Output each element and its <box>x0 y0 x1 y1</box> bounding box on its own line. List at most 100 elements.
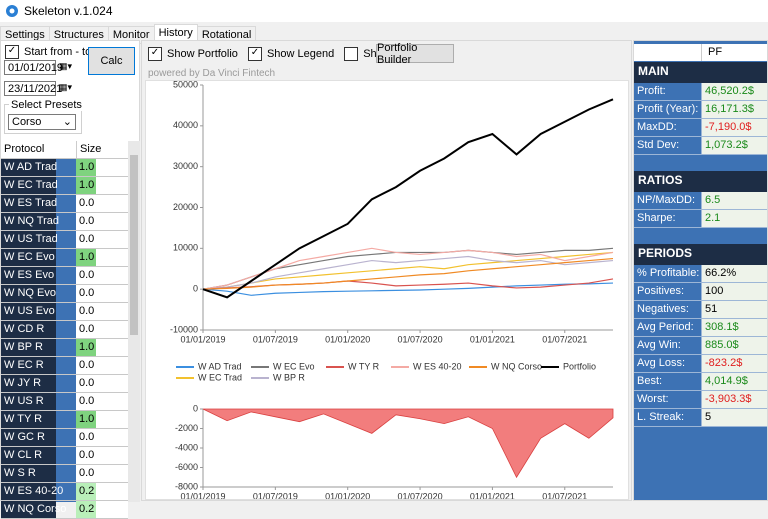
stat-label: Avg Period: <box>634 319 701 336</box>
protocol-row[interactable]: W EC Evo 1.0 <box>1 249 128 267</box>
protocol-name: W US R <box>1 393 56 410</box>
calc-button[interactable]: Calc <box>88 47 135 75</box>
stat-label: Avg Loss: <box>634 355 701 372</box>
protocol-blank <box>96 195 128 212</box>
protocol-size: 0.2 <box>76 483 96 500</box>
portfolio-builder-button[interactable]: Portfolio Builder <box>376 42 454 66</box>
option-checkbox[interactable]: ✓ Show Legend <box>247 47 335 61</box>
checkbox[interactable] <box>344 47 359 61</box>
date-picker[interactable]: ▦▾ <box>59 82 73 92</box>
protocol-row[interactable]: W NQ Trad 0.0 <box>1 213 128 231</box>
protocol-size: 1.0 <box>76 411 96 428</box>
stat-row: Avg Period: 308.1$ <box>634 319 767 337</box>
x-tick-label: 01/01/2019 <box>180 334 225 344</box>
protocol-row[interactable]: W US Trad 0.0 <box>1 231 128 249</box>
option-label: Show Portfolio <box>167 47 238 60</box>
protocol-name: W AD Trad <box>1 159 57 176</box>
protocol-size: 0.0 <box>76 447 96 464</box>
protocol-size: 0.0 <box>76 285 96 302</box>
preset-select[interactable]: Corso ⌄ <box>8 114 76 130</box>
stat-value: -3,903.3$ <box>701 391 767 408</box>
protocol-row[interactable]: W CL R 0.0 <box>1 447 128 465</box>
preset-value: Corso <box>12 116 42 128</box>
y-tick-label: -4000 <box>175 442 198 452</box>
protocol-size: 0.0 <box>76 321 96 338</box>
protocol-row[interactable]: W BP R 1.0 <box>1 339 128 357</box>
charts: -10000 0 10000 20000 30000 40000 50000 01/01/20… <box>145 80 629 500</box>
protocol-name: W TY R <box>1 411 56 428</box>
series-line <box>202 257 614 290</box>
stat-label: % Profitable: <box>634 265 701 282</box>
stat-row: MaxDD: -7,190.0$ <box>634 119 767 137</box>
legend-label: W EC Evo <box>273 361 315 371</box>
protocol-row[interactable]: W EC Trad 1.0 <box>1 177 128 195</box>
protocol-row[interactable]: W ES Trad 0.0 <box>1 195 128 213</box>
protocol-blank <box>96 429 128 446</box>
protocol-row[interactable]: W US Evo 0.0 <box>1 303 128 321</box>
protocol-row[interactable]: W S R 0.0 <box>1 465 128 483</box>
protocol-name: W GC R <box>1 429 56 446</box>
stat-row: L. Streak: 5 <box>634 409 767 427</box>
protocol-name: W NQ Trad <box>1 213 59 230</box>
stat-value: -823.2$ <box>701 355 767 372</box>
right-panel: PF MAIN Profit: 46,520.2$ Profit (Year): 16,… <box>633 40 768 501</box>
protocol-blank <box>96 177 128 194</box>
y-tick-label: 50000 <box>173 80 198 89</box>
protocol-size: 1.0 <box>76 249 96 266</box>
protocol-row[interactable]: W NQ Corso 0.2 <box>1 501 128 519</box>
protocol-name: W S R <box>1 465 56 482</box>
stat-label: Avg Win: <box>634 337 701 354</box>
stat-value: 66.2% <box>701 265 767 282</box>
stat-row: NP/MaxDD: 6.5 <box>634 192 767 210</box>
x-tick-label: 01/07/2020 <box>398 491 443 500</box>
protocol-blank <box>96 501 128 518</box>
protocol-row[interactable]: W AD Trad 1.0 <box>1 159 128 177</box>
protocol-blank <box>96 231 128 248</box>
scrollbar[interactable] <box>128 141 140 502</box>
protocol-blank <box>96 339 128 356</box>
x-tick-label: 01/07/2021 <box>542 334 587 344</box>
section-title: MAIN <box>634 62 767 83</box>
checkbox[interactable]: ✓ <box>247 47 262 61</box>
series-line <box>202 251 614 290</box>
stat-label: Negatives: <box>634 301 701 318</box>
date-picker[interactable]: ▦▾ <box>59 61 73 71</box>
stat-row: Positives: 100 <box>634 283 767 301</box>
column-header: Size <box>76 141 128 158</box>
checkbox[interactable]: ✓ <box>148 47 162 61</box>
stat-label: Worst: <box>634 391 701 408</box>
x-tick-label: 01/07/2019 <box>253 334 298 344</box>
protocol-row[interactable]: W EC R 0.0 <box>1 357 128 375</box>
protocol-name: W CD R <box>1 321 56 338</box>
x-tick-label: 01/07/2021 <box>542 491 587 500</box>
stat-label: Sharpe: <box>634 210 701 227</box>
protocol-row[interactable]: W NQ Evo 0.0 <box>1 285 128 303</box>
option-label: Show Legend <box>266 47 335 60</box>
y-tick-label: -8000 <box>175 481 198 491</box>
protocol-size: 0.0 <box>76 213 96 230</box>
protocol-row[interactable]: W ES Evo 0.0 <box>1 267 128 285</box>
option-checkbox[interactable]: ✓ Show Portfolio <box>148 47 238 61</box>
legend-label: W ES 40-20 <box>413 361 462 371</box>
protocol-row[interactable]: W CD R 0.0 <box>1 321 128 339</box>
app-icon <box>6 5 18 17</box>
date-from[interactable]: 01/01/2019 <box>4 60 63 75</box>
date-to[interactable]: 23/11/2021 <box>4 81 62 96</box>
protocol-name: W CL R <box>1 447 56 464</box>
legend-label: W AD Trad <box>198 361 242 371</box>
stat-row: Profit: 46,520.2$ <box>634 83 767 101</box>
start-checkbox[interactable]: ✓ Start from - to: <box>5 45 94 59</box>
center-panel: ✓Show Portfolio✓Show LegendShow History … <box>141 40 632 501</box>
y-tick-label: -6000 <box>175 462 198 472</box>
protocol-row[interactable]: W US R 0.0 <box>1 393 128 411</box>
protocol-size: 0.0 <box>76 357 96 374</box>
stat-row: Avg Win: 885.0$ <box>634 337 767 355</box>
protocol-row[interactable]: W TY R 1.0 <box>1 411 128 429</box>
protocol-row[interactable]: W JY R 0.0 <box>1 375 128 393</box>
stat-label: Profit (Year): <box>634 101 701 118</box>
protocol-row[interactable]: W ES 40-20 0.2 <box>1 483 128 501</box>
protocol-size: 1.0 <box>76 339 96 356</box>
protocol-blank <box>96 465 128 482</box>
protocol-row[interactable]: W GC R 0.0 <box>1 429 128 447</box>
